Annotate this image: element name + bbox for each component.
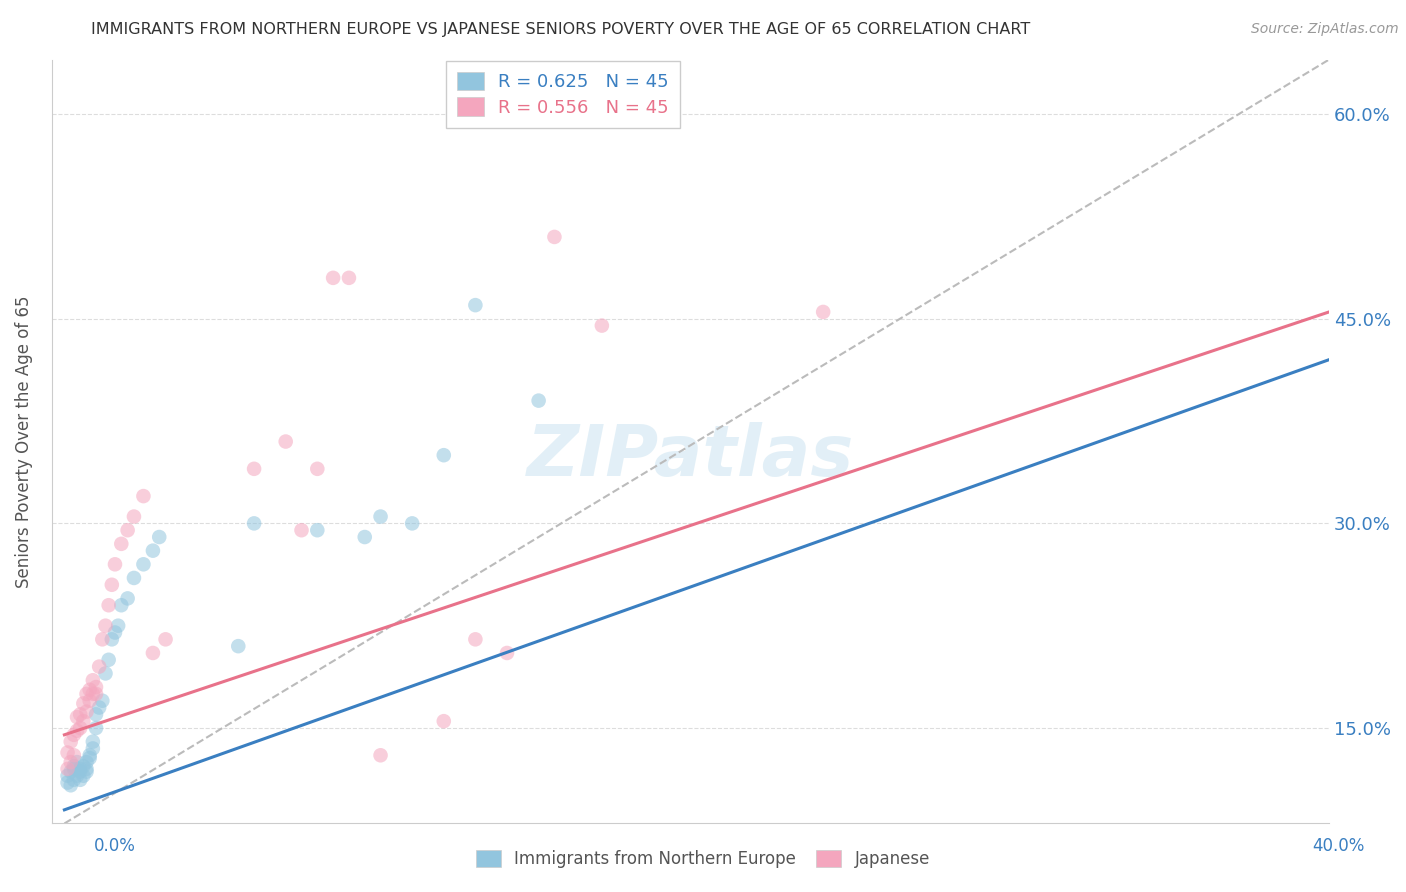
Point — [56, 769, 79, 783]
Point — [117, 523, 139, 537]
Point — [59, 755, 82, 769]
Point — [59, 778, 82, 792]
Point — [401, 516, 423, 531]
Point — [56, 746, 79, 760]
Point — [84, 721, 107, 735]
Point — [79, 694, 101, 708]
Point — [101, 578, 124, 592]
Point — [82, 687, 104, 701]
Point — [307, 523, 329, 537]
Point — [72, 714, 94, 728]
Point — [69, 721, 91, 735]
Text: 40.0%: 40.0% — [1312, 837, 1365, 855]
Point — [89, 700, 111, 714]
Text: ZIPatlas: ZIPatlas — [527, 422, 853, 491]
Point — [243, 516, 266, 531]
Point — [79, 682, 101, 697]
Text: Source: ZipAtlas.com: Source: ZipAtlas.com — [1251, 22, 1399, 37]
Point — [110, 537, 132, 551]
Point — [110, 599, 132, 613]
Point — [69, 764, 91, 779]
Point — [155, 632, 177, 647]
Point — [591, 318, 613, 333]
Point — [464, 632, 486, 647]
Point — [433, 714, 456, 728]
Point — [69, 707, 91, 722]
Point — [72, 697, 94, 711]
Point — [76, 764, 98, 779]
Point — [59, 764, 82, 779]
Point — [353, 530, 375, 544]
Point — [370, 748, 392, 763]
Point — [63, 762, 86, 776]
Point — [82, 673, 104, 688]
Point — [142, 646, 165, 660]
Text: 0.0%: 0.0% — [94, 837, 136, 855]
Point — [89, 659, 111, 673]
Point — [66, 755, 89, 769]
Point — [82, 741, 104, 756]
Point — [76, 762, 98, 776]
Point — [148, 530, 170, 544]
Point — [527, 393, 550, 408]
Point — [104, 558, 127, 572]
Point — [122, 509, 145, 524]
Point — [132, 558, 155, 572]
Point — [337, 270, 360, 285]
Legend: R = 0.625   N = 45, R = 0.556   N = 45: R = 0.625 N = 45, R = 0.556 N = 45 — [446, 61, 679, 128]
Point — [132, 489, 155, 503]
Point — [433, 448, 456, 462]
Point — [370, 509, 392, 524]
Point — [243, 462, 266, 476]
Point — [101, 632, 124, 647]
Point — [76, 705, 98, 719]
Point — [72, 759, 94, 773]
Point — [63, 772, 86, 787]
Point — [66, 710, 89, 724]
Point — [107, 618, 129, 632]
Point — [56, 775, 79, 789]
Point — [117, 591, 139, 606]
Point — [91, 694, 114, 708]
Point — [122, 571, 145, 585]
Point — [76, 755, 98, 769]
Point — [72, 769, 94, 783]
Point — [97, 653, 120, 667]
Point — [226, 639, 249, 653]
Point — [104, 625, 127, 640]
Point — [464, 298, 486, 312]
Point — [56, 762, 79, 776]
Point — [496, 646, 519, 660]
Legend: Immigrants from Northern Europe, Japanese: Immigrants from Northern Europe, Japanes… — [468, 842, 938, 877]
Point — [84, 707, 107, 722]
Point — [76, 687, 98, 701]
Point — [66, 723, 89, 738]
Point — [59, 734, 82, 748]
Point — [84, 687, 107, 701]
Point — [94, 666, 117, 681]
Point — [91, 632, 114, 647]
Point — [79, 751, 101, 765]
Point — [63, 759, 86, 773]
Point — [69, 762, 91, 776]
Point — [94, 618, 117, 632]
Point — [811, 305, 834, 319]
Y-axis label: Seniors Poverty Over the Age of 65: Seniors Poverty Over the Age of 65 — [15, 295, 32, 588]
Point — [543, 230, 565, 244]
Point — [69, 772, 91, 787]
Point — [142, 543, 165, 558]
Point — [66, 769, 89, 783]
Point — [79, 748, 101, 763]
Point — [84, 680, 107, 694]
Point — [322, 270, 344, 285]
Point — [274, 434, 297, 449]
Point — [63, 748, 86, 763]
Point — [97, 599, 120, 613]
Text: IMMIGRANTS FROM NORTHERN EUROPE VS JAPANESE SENIORS POVERTY OVER THE AGE OF 65 C: IMMIGRANTS FROM NORTHERN EUROPE VS JAPAN… — [91, 22, 1031, 37]
Point — [307, 462, 329, 476]
Point — [63, 728, 86, 742]
Point — [82, 734, 104, 748]
Point — [290, 523, 312, 537]
